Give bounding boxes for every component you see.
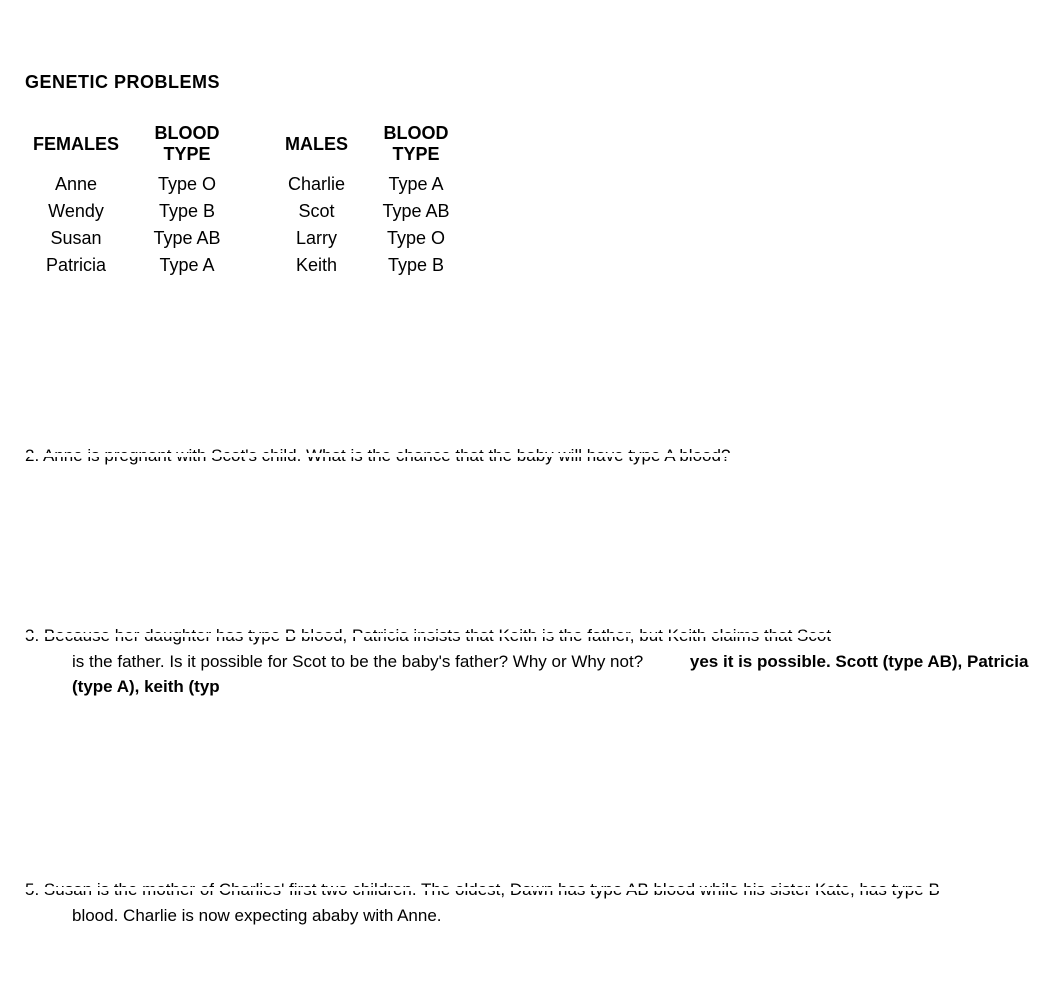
cell-ftype: Type AB (127, 225, 247, 252)
header-bloodtype-2: BLOOD TYPE (356, 123, 476, 171)
header-gap (247, 123, 277, 171)
cell-male: Scot (277, 198, 356, 225)
cell-gap (247, 198, 277, 225)
question-3: 3. Because her daughter has type B blood… (25, 624, 1037, 700)
cell-female: Susan (25, 225, 127, 252)
strike-line (25, 633, 831, 637)
cell-gap (247, 171, 277, 198)
cell-female: Patricia (25, 252, 127, 279)
cell-ftype: Type B (127, 198, 247, 225)
cell-mtype: Type A (356, 171, 476, 198)
question-2: 2. Anne is pregnant with Scot's child. W… (25, 444, 1037, 469)
cell-male: Charlie (277, 171, 356, 198)
table-body: Anne Type O Charlie Type A Wendy Type B … (25, 171, 476, 279)
page-title: GENETIC PROBLEMS (25, 72, 1037, 93)
question-5-line2-wrap: blood. Charlie is now expecting ababy wi… (72, 904, 1037, 929)
question-3-text2: is the father. Is it possible for Scot t… (72, 652, 643, 671)
cell-mtype: Type AB (356, 198, 476, 225)
cell-female: Anne (25, 171, 127, 198)
question-2-line1: 2. Anne is pregnant with Scot's child. W… (25, 444, 730, 469)
document-page: GENETIC PROBLEMS FEMALES BLOOD TYPE MALE… (0, 0, 1062, 929)
table-header-row: FEMALES BLOOD TYPE MALES BLOOD TYPE (25, 123, 476, 171)
question-3-line2-wrap: is the father. Is it possible for Scot t… (72, 650, 1037, 699)
cell-ftype: Type A (127, 252, 247, 279)
cell-male: Keith (277, 252, 356, 279)
cell-mtype: Type B (356, 252, 476, 279)
cell-male: Larry (277, 225, 356, 252)
blood-type-table: FEMALES BLOOD TYPE MALES BLOOD TYPE Anne… (25, 123, 476, 279)
table-row: Anne Type O Charlie Type A (25, 171, 476, 198)
blood-type-table-wrap: FEMALES BLOOD TYPE MALES BLOOD TYPE Anne… (25, 123, 1037, 279)
header-males: MALES (277, 123, 356, 171)
cell-gap (247, 225, 277, 252)
cell-ftype: Type O (127, 171, 247, 198)
strike-line (25, 453, 730, 457)
cell-mtype: Type O (356, 225, 476, 252)
question-3-line1: 3. Because her daughter has type B blood… (25, 624, 831, 649)
question-5-line1: 5. Susan is the mother of Charlies' firs… (25, 878, 940, 903)
table-row: Wendy Type B Scot Type AB (25, 198, 476, 225)
table-row: Susan Type AB Larry Type O (25, 225, 476, 252)
table-row: Patricia Type A Keith Type B (25, 252, 476, 279)
cell-female: Wendy (25, 198, 127, 225)
header-bloodtype-1: BLOOD TYPE (127, 123, 247, 171)
question-5: 5. Susan is the mother of Charlies' firs… (25, 878, 1037, 929)
header-females: FEMALES (25, 123, 127, 171)
question-5-text2: blood. Charlie is now expecting ababy wi… (72, 906, 442, 925)
cell-gap (247, 252, 277, 279)
strike-line (25, 887, 940, 891)
